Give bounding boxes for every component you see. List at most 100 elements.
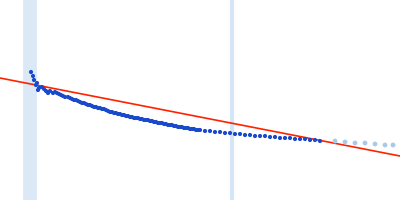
Point bbox=[107, 110, 113, 114]
Point bbox=[36, 86, 42, 90]
Point bbox=[187, 127, 193, 131]
Point bbox=[111, 111, 117, 115]
Point bbox=[60, 94, 66, 98]
Point bbox=[131, 116, 137, 120]
Point bbox=[183, 126, 189, 130]
Point bbox=[101, 107, 107, 111]
Point bbox=[50, 91, 56, 95]
Point bbox=[65, 95, 71, 99]
Point bbox=[165, 123, 171, 127]
Point bbox=[95, 106, 101, 110]
Point bbox=[85, 103, 91, 107]
Point bbox=[79, 101, 85, 105]
Point bbox=[195, 128, 201, 132]
Point bbox=[145, 118, 151, 122]
Point bbox=[121, 113, 127, 117]
Point bbox=[45, 91, 51, 95]
Point bbox=[77, 100, 83, 104]
Point bbox=[193, 128, 199, 132]
Point bbox=[30, 74, 36, 78]
Point bbox=[52, 90, 58, 94]
Point bbox=[262, 134, 268, 138]
Point bbox=[161, 122, 167, 126]
Point bbox=[312, 138, 318, 142]
Point bbox=[149, 119, 155, 123]
Point bbox=[252, 134, 258, 138]
Point bbox=[34, 81, 40, 85]
Point bbox=[237, 132, 243, 136]
Point bbox=[115, 112, 121, 116]
Point bbox=[54, 91, 60, 95]
Point bbox=[362, 141, 368, 145]
Point bbox=[31, 78, 37, 82]
Point bbox=[177, 125, 183, 129]
Point bbox=[169, 123, 175, 127]
Point bbox=[242, 133, 248, 137]
Point bbox=[109, 110, 115, 114]
Point bbox=[173, 124, 179, 128]
Point bbox=[67, 96, 73, 100]
Point bbox=[282, 136, 288, 140]
Point bbox=[91, 105, 97, 109]
Point bbox=[167, 123, 173, 127]
Point bbox=[171, 124, 177, 128]
Point bbox=[189, 127, 195, 131]
Point bbox=[43, 89, 49, 93]
Point bbox=[113, 111, 119, 115]
Point bbox=[147, 119, 153, 123]
Point bbox=[342, 140, 348, 144]
Point bbox=[202, 129, 208, 133]
Point bbox=[292, 137, 298, 141]
Point bbox=[267, 135, 273, 139]
Point bbox=[272, 135, 278, 139]
Point bbox=[139, 117, 145, 121]
Point bbox=[135, 116, 141, 120]
Point bbox=[39, 85, 45, 89]
Point bbox=[103, 108, 109, 112]
Point bbox=[222, 131, 228, 135]
Point bbox=[73, 98, 79, 102]
Point bbox=[117, 112, 123, 116]
Point bbox=[129, 115, 135, 119]
Point bbox=[247, 133, 253, 137]
Point bbox=[197, 128, 203, 132]
Point bbox=[163, 122, 169, 126]
Point bbox=[123, 114, 129, 118]
Point bbox=[75, 99, 81, 103]
Point bbox=[277, 136, 283, 140]
Point bbox=[99, 107, 105, 111]
Point bbox=[153, 120, 159, 124]
Point bbox=[175, 125, 181, 129]
Point bbox=[287, 136, 293, 140]
Point bbox=[56, 92, 62, 96]
Point bbox=[41, 87, 47, 91]
Point bbox=[227, 131, 233, 135]
Point bbox=[127, 115, 133, 119]
Point bbox=[307, 138, 313, 142]
Point bbox=[97, 106, 103, 110]
Point bbox=[137, 117, 143, 121]
Point bbox=[143, 118, 149, 122]
Point bbox=[382, 143, 388, 147]
Point bbox=[317, 139, 323, 143]
Point bbox=[89, 104, 95, 108]
Point bbox=[62, 95, 68, 99]
Point bbox=[157, 121, 163, 125]
Point bbox=[332, 139, 338, 143]
Point bbox=[191, 127, 197, 131]
Point bbox=[33, 83, 39, 87]
Point bbox=[83, 102, 89, 106]
Point bbox=[105, 109, 111, 113]
Point bbox=[119, 113, 125, 117]
Point bbox=[151, 120, 157, 124]
Point bbox=[212, 130, 218, 134]
Point bbox=[217, 130, 223, 134]
Point bbox=[69, 97, 75, 101]
Point bbox=[207, 129, 213, 133]
Point bbox=[159, 121, 165, 125]
Point bbox=[28, 70, 34, 74]
Point bbox=[155, 121, 161, 125]
Point bbox=[35, 88, 41, 92]
Point bbox=[372, 142, 378, 146]
Point bbox=[141, 118, 147, 122]
